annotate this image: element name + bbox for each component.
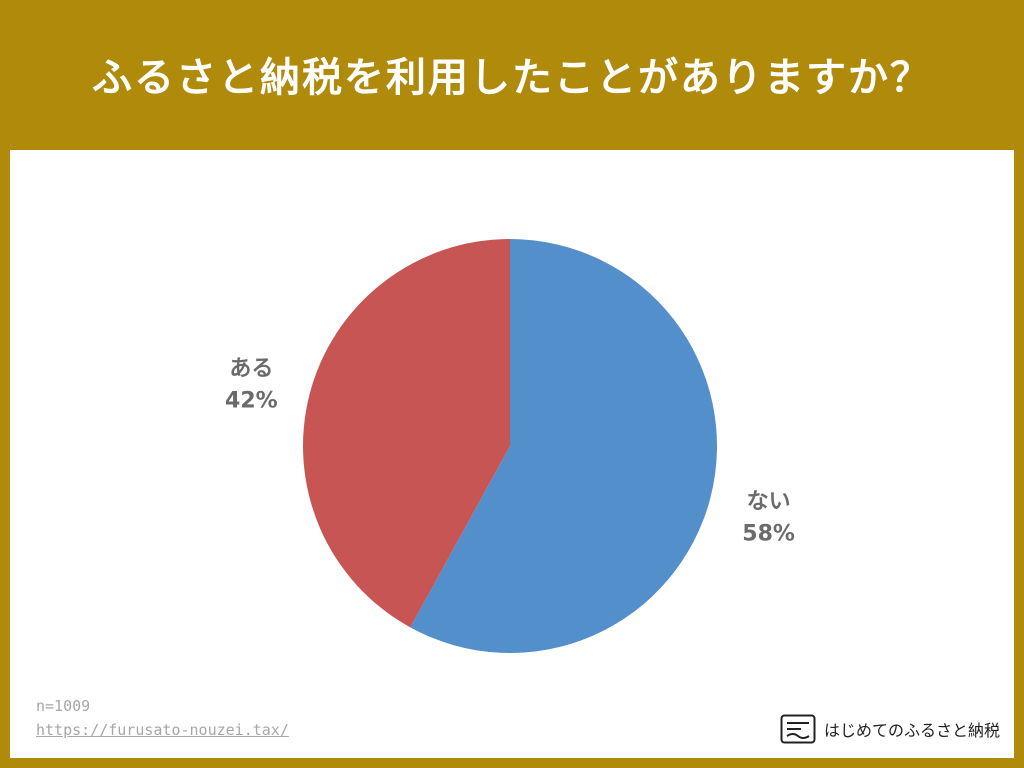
- footer-info: n=1009 https://furusato-nouzei.tax/: [36, 694, 289, 742]
- sample-size: n=1009: [36, 697, 91, 715]
- document-icon: [780, 714, 816, 744]
- slice-value-0: 58%: [742, 521, 795, 546]
- source-url[interactable]: https://furusato-nouzei.tax/: [36, 721, 289, 739]
- slice-label-1: ある: [229, 357, 273, 382]
- brand-logo: はじめてのふるさと納税: [780, 714, 1000, 744]
- header-bar: ふるさと納税を利用したことがありますか？: [0, 0, 1024, 148]
- brand-name: はじめてのふるさと納税: [823, 721, 1000, 740]
- pie-slice-0: [410, 239, 717, 653]
- chart-title: ふるさと納税を利用したことがありますか？: [92, 55, 932, 101]
- slice-value-1: 42%: [225, 389, 278, 414]
- slice-label-0: ない: [747, 489, 791, 514]
- pie-chart: ない 58% ある 42%: [225, 239, 795, 653]
- chart-panel: ない 58% ある 42% n=1009 https://furusato-nouze…: [10, 150, 1014, 758]
- pie-slice-1: [303, 239, 510, 628]
